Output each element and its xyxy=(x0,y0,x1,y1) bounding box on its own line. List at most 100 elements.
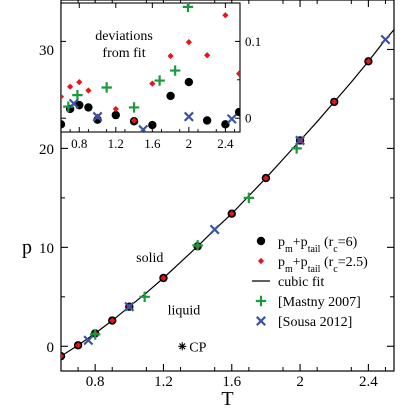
y-tick-label: 0 xyxy=(47,340,55,356)
inset-frame xyxy=(60,2,241,133)
inset-pm6-point xyxy=(111,110,120,120)
inset-mastny-point xyxy=(101,82,112,93)
x-tick-label: 2.4 xyxy=(359,374,378,390)
sousa-point xyxy=(209,224,220,235)
legend-marker-sousa xyxy=(256,316,266,326)
inset-x-tick-label: 2.4 xyxy=(217,136,234,151)
pm25-point xyxy=(331,98,338,106)
legend-label-part: p xyxy=(278,235,285,250)
legend-label-sousa: [Sousa 2012] xyxy=(278,315,352,330)
legend-label-part: (r xyxy=(320,235,333,250)
inset-pm25-point xyxy=(67,83,74,90)
legend-label-part: m xyxy=(285,244,293,255)
pm25-point xyxy=(365,58,372,65)
inset-title-text: deviations from fit xyxy=(95,29,153,61)
sousa-point xyxy=(380,34,391,45)
inset-mastny-point xyxy=(169,65,181,76)
inset-plot: 0.8 1.2 1.6 2 2.4 0 0.1 deviations from fit xyxy=(60,2,261,151)
x-axis-label: T xyxy=(221,388,233,409)
legend-item-mastny: [Mastny 2007] xyxy=(255,295,361,310)
inset-sousa-point xyxy=(92,111,103,122)
inset-pm25-point xyxy=(112,105,119,113)
legend-marker-pm25 xyxy=(257,257,265,265)
mastny-point xyxy=(89,329,101,340)
inset-x-tick-label: 1.2 xyxy=(108,136,124,151)
legend: pm+ptail (rc=6)pm+ptail (rc=2.5)cubic fi… xyxy=(252,235,368,330)
inset-pm25-point xyxy=(222,12,229,19)
inset-pm6-point xyxy=(202,116,212,125)
inset-mastny-point xyxy=(72,89,83,101)
pm25-point xyxy=(160,274,167,282)
inset-mastny-point xyxy=(154,75,165,86)
inset-mastny-point xyxy=(128,102,140,113)
mastny-point xyxy=(192,240,203,251)
legend-marker-mastny xyxy=(255,295,267,307)
sousa-point xyxy=(83,335,94,346)
legend-label-part: +p xyxy=(293,255,308,270)
inset-pm25-point xyxy=(185,39,192,46)
legend-label-mastny: [Mastny 2007] xyxy=(278,295,361,310)
inset-title-line: from fit xyxy=(102,46,145,61)
inset-x-tick-label: 1.6 xyxy=(144,136,161,151)
inset-pm6-point xyxy=(148,120,157,130)
inset-mastny-point xyxy=(182,3,194,13)
main-plot-frame xyxy=(60,0,395,372)
legend-label-part: c xyxy=(333,244,338,255)
legend-label-part: =6) xyxy=(338,235,358,250)
mastny-point xyxy=(243,192,255,204)
mastny-point xyxy=(139,291,150,302)
inset-x-tick-label: 2 xyxy=(186,136,193,151)
inset-y-tick-label: 0.1 xyxy=(245,34,261,49)
legend-label-pm6: pm+ptail (rc=6) xyxy=(278,235,358,255)
x-tick-label: 1.6 xyxy=(222,374,241,390)
legend-label-part: tail xyxy=(308,244,321,255)
inset-pm25-point xyxy=(61,93,65,100)
inset-pm25-point xyxy=(235,70,240,77)
x-tick-label: 2 xyxy=(296,374,304,390)
legend-label-part: c xyxy=(333,264,338,275)
y-axis-label: p xyxy=(22,236,32,258)
sousa-point xyxy=(295,135,306,146)
pm25-point xyxy=(228,210,235,217)
legend-label-pm25: pm+ptail (rc=2.5) xyxy=(278,255,368,275)
legend-marker-pm6 xyxy=(256,236,266,246)
y-tick-label: 20 xyxy=(39,142,54,158)
inset-pm25-point xyxy=(85,87,92,94)
inset-pm25-point xyxy=(130,117,138,124)
inset-pm25-point xyxy=(167,52,174,60)
legend-label-fit: cubic fit xyxy=(278,275,324,290)
cp-marker xyxy=(178,342,187,351)
inset-sousa-point xyxy=(68,98,79,109)
inset-title-line: deviations xyxy=(95,29,153,44)
inset-title: deviations from fit xyxy=(95,29,153,61)
legend-label-part: +p xyxy=(293,235,308,250)
inset-y-tick-label: 0 xyxy=(245,111,252,126)
inset-data-points xyxy=(61,3,240,132)
inset-pm25-point xyxy=(204,52,211,59)
x-tick-label: 0.8 xyxy=(86,374,105,390)
inset-pm6-point xyxy=(234,107,240,117)
inset-pm25-point xyxy=(149,80,156,87)
pm25-point xyxy=(61,353,65,360)
inset-axes: 0.8 1.2 1.6 2 2.4 0 0.1 xyxy=(61,3,261,151)
legend-label-part: p xyxy=(278,255,285,270)
pm25-point xyxy=(109,317,116,324)
annotation-solid: solid xyxy=(136,251,163,266)
inset-pm6-point xyxy=(61,120,66,129)
annotation-cp: CP xyxy=(189,340,206,355)
inset-pm6-point xyxy=(166,91,175,101)
legend-label-part: m xyxy=(285,264,293,275)
sousa-point xyxy=(124,301,135,312)
legend-item-pm6: pm+ptail (rc=6) xyxy=(256,235,358,255)
legend-item-pm25: pm+ptail (rc=2.5) xyxy=(257,255,368,275)
legend-label-part: tail xyxy=(308,264,321,275)
main-data-points xyxy=(61,34,391,361)
inset-sousa-point xyxy=(183,111,194,122)
pm25-point xyxy=(262,174,270,182)
legend-item-fit: cubic fit xyxy=(252,275,324,290)
legend-item-sousa: [Sousa 2012] xyxy=(256,315,352,330)
inset-pm6-point xyxy=(184,77,194,87)
